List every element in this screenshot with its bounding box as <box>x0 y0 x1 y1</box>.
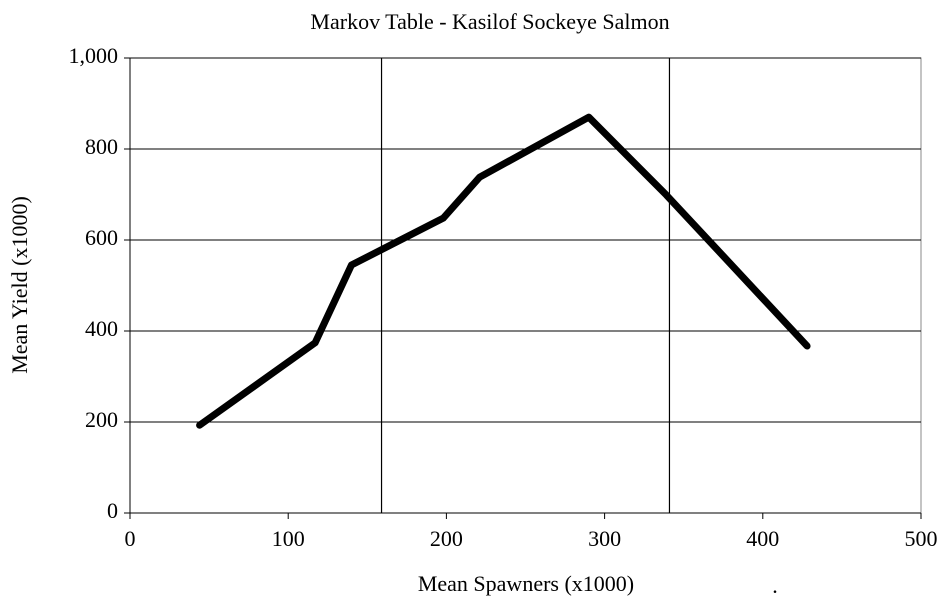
y-tick-label: 400 <box>85 316 118 341</box>
chart-title: Markov Table - Kasilof Sockeye Salmon <box>310 9 669 34</box>
y-tick-label: 1,000 <box>69 43 119 68</box>
x-axis-label: Mean Spawners (x1000) <box>418 571 634 596</box>
x-tick-label: 300 <box>588 526 621 551</box>
y-tick-label: 800 <box>85 134 118 159</box>
plot-area <box>129 57 922 514</box>
data-line <box>196 113 811 429</box>
y-tick-label: 200 <box>85 407 118 432</box>
y-axis-label: Mean Yield (x1000) <box>7 196 32 374</box>
x-tick-label: 0 <box>125 526 136 551</box>
y-tick-label: 0 <box>107 498 118 523</box>
annotation: . <box>772 573 778 598</box>
x-tick-label: 500 <box>905 526 938 551</box>
x-tick-label: 100 <box>272 526 305 551</box>
x-tick-label: 400 <box>746 526 779 551</box>
y-tick-label: 600 <box>85 225 118 250</box>
x-tick-label: 200 <box>430 526 463 551</box>
